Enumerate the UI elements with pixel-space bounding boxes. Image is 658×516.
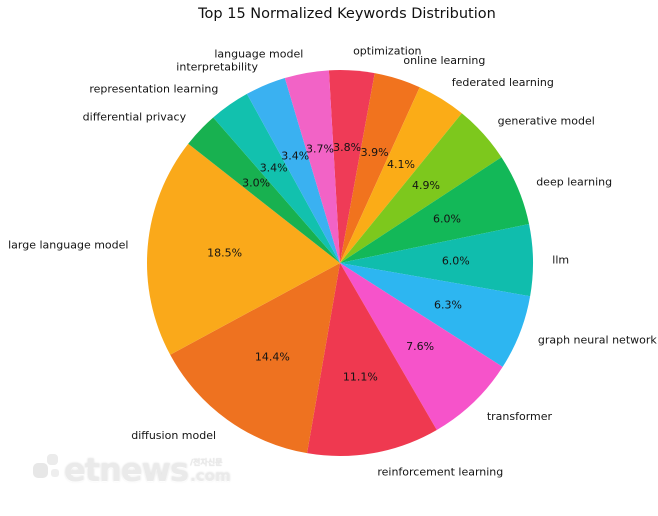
pie-pct-graph-neural-network: 6.3% xyxy=(434,298,462,311)
pie-slice-federated-learning xyxy=(340,87,462,263)
pie-label-large-language-model: large language model xyxy=(8,238,128,251)
pie-slice-interpretability xyxy=(246,78,340,263)
pie-label-online-learning: online learning xyxy=(403,54,485,67)
etnews-logo-icon xyxy=(33,454,59,478)
pie-pct-optimization: 3.8% xyxy=(333,141,361,154)
pie-slice-diffusion-model xyxy=(170,263,340,454)
pie-label-differential-privacy: differential privacy xyxy=(83,110,187,123)
pie-slice-llm xyxy=(340,223,534,297)
pie-label-diffusion-model: diffusion model xyxy=(131,429,216,442)
pie-slice-representation-learning xyxy=(213,93,340,264)
pie-pct-interpretability: 3.4% xyxy=(281,150,309,163)
pie-label-optimization: optimization xyxy=(353,45,421,58)
pie-slice-generative-model xyxy=(340,113,502,263)
pie-label-reinforcement-learning: reinforcement learning xyxy=(377,465,503,478)
etnews-watermark: etnews /전자신문 .com xyxy=(32,452,231,486)
pie-pct-diffusion-model: 14.4% xyxy=(255,351,290,364)
pie-slice-language-model xyxy=(284,70,340,263)
pie-pct-differential-privacy: 3.0% xyxy=(242,177,270,190)
pie-label-llm: llm xyxy=(552,253,569,266)
pie-label-transformer: transformer xyxy=(487,410,553,423)
chart-title: Top 15 Normalized Keywords Distribution xyxy=(198,6,496,22)
etnews-logo-korean-text: /전자신문 xyxy=(190,458,223,467)
pie-label-language-model: language model xyxy=(214,47,303,60)
pie-label-deep-learning: deep learning xyxy=(536,175,612,188)
pie-label-representation-learning: representation learning xyxy=(89,82,218,95)
pie-pct-deep-learning: 6.0% xyxy=(433,212,461,225)
pie-slice-large-language-model xyxy=(146,143,340,355)
etnews-logo-tld-text: .com xyxy=(190,467,231,485)
pie-slice-graph-neural-network xyxy=(340,263,531,367)
pie-pct-reinforcement-learning: 11.1% xyxy=(343,370,378,383)
pie-slice-optimization xyxy=(328,69,375,263)
pie-pct-transformer: 7.6% xyxy=(406,340,434,353)
pie-pct-representation-learning: 3.4% xyxy=(260,162,288,175)
etnews-logo-text: etnews xyxy=(64,451,189,489)
pie-pct-language-model: 3.7% xyxy=(306,142,334,155)
pie-slice-differential-privacy xyxy=(188,117,340,263)
pie-label-federated-learning: federated learning xyxy=(452,76,554,89)
etnews-logo-suffix: /전자신문 .com xyxy=(190,459,231,484)
pie-label-generative-model: generative model xyxy=(498,114,595,127)
pie-pct-federated-learning: 4.1% xyxy=(387,158,415,171)
pie-slice-online-learning xyxy=(340,73,420,264)
pie-label-graph-neural-network: graph neural network xyxy=(538,333,658,346)
pie-slice-deep-learning xyxy=(340,157,530,263)
pie-slice-transformer xyxy=(340,263,503,430)
pie-pct-large-language-model: 18.5% xyxy=(207,247,242,260)
pie-label-interpretability: interpretability xyxy=(176,61,258,74)
pie-slice-reinforcement-learning xyxy=(307,263,437,457)
pie-pct-online-learning: 3.9% xyxy=(361,146,389,159)
pie-pct-generative-model: 4.9% xyxy=(412,179,440,192)
pie-pct-llm: 6.0% xyxy=(442,255,470,268)
